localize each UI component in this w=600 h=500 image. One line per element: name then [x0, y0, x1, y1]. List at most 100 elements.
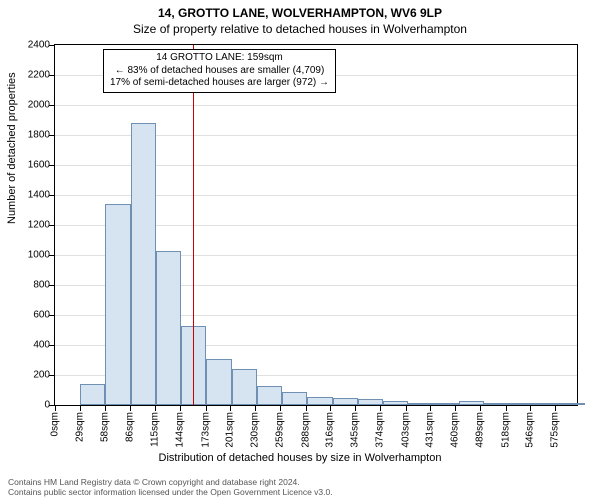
histogram-bar	[282, 392, 307, 405]
x-tick-label: 173sqm	[200, 412, 211, 448]
y-tick-mark	[49, 165, 54, 166]
x-tick-mark	[530, 406, 531, 411]
x-tick-label: 460sqm	[450, 412, 461, 448]
histogram-bar	[560, 403, 585, 405]
plot-area: 14 GROTTO LANE: 159sqm ← 83% of detached…	[54, 44, 578, 406]
y-tick-label: 800	[10, 280, 50, 291]
x-tick-mark	[180, 406, 181, 411]
x-tick-mark	[330, 406, 331, 411]
x-tick-label: 58sqm	[100, 412, 111, 442]
chart-title-subtitle: Size of property relative to detached ho…	[0, 20, 600, 36]
x-tick-label: 518sqm	[500, 412, 511, 448]
y-tick-mark	[49, 405, 54, 406]
y-tick-mark	[49, 75, 54, 76]
x-tick-label: 546sqm	[525, 412, 536, 448]
x-tick-mark	[480, 406, 481, 411]
gridline	[55, 105, 577, 106]
y-tick-mark	[49, 105, 54, 106]
x-tick-label: 489sqm	[475, 412, 486, 448]
y-tick-label: 2200	[10, 70, 50, 81]
histogram-bar	[80, 384, 105, 405]
x-tick-mark	[380, 406, 381, 411]
x-tick-mark	[130, 406, 131, 411]
x-tick-label: 575sqm	[550, 412, 561, 448]
histogram-bar	[105, 204, 130, 405]
y-tick-label: 200	[10, 370, 50, 381]
annotation-line1: 14 GROTTO LANE: 159sqm	[110, 52, 329, 65]
x-tick-label: 316sqm	[324, 412, 335, 448]
footer-line2: Contains public sector information licen…	[8, 488, 592, 498]
y-tick-label: 0	[10, 400, 50, 411]
x-tick-label: 288sqm	[300, 412, 311, 448]
x-axis-label: Distribution of detached houses by size …	[0, 452, 600, 464]
x-tick-label: 144sqm	[175, 412, 186, 448]
x-tick-label: 403sqm	[400, 412, 411, 448]
x-tick-label: 374sqm	[375, 412, 386, 448]
x-tick-mark	[80, 406, 81, 411]
x-tick-mark	[206, 406, 207, 411]
y-tick-label: 1000	[10, 250, 50, 261]
footer-attribution: Contains HM Land Registry data © Crown c…	[8, 478, 592, 498]
x-tick-label: 259sqm	[275, 412, 286, 448]
y-tick-label: 1400	[10, 190, 50, 201]
y-tick-mark	[49, 225, 54, 226]
y-tick-label: 400	[10, 340, 50, 351]
histogram-bar	[358, 399, 383, 405]
y-tick-label: 2000	[10, 100, 50, 111]
x-tick-mark	[280, 406, 281, 411]
y-tick-label: 1200	[10, 220, 50, 231]
x-tick-mark	[105, 406, 106, 411]
annotation-line3: 17% of semi-detached houses are larger (…	[110, 77, 329, 90]
histogram-bar	[383, 401, 408, 406]
x-tick-mark	[406, 406, 407, 411]
histogram-bar	[257, 386, 282, 406]
x-tick-label: 345sqm	[350, 412, 361, 448]
y-tick-mark	[49, 375, 54, 376]
x-tick-label: 86sqm	[124, 412, 135, 442]
chart-title-address: 14, GROTTO LANE, WOLVERHAMPTON, WV6 9LP	[0, 0, 600, 20]
histogram-bar	[156, 251, 181, 406]
annotation-box: 14 GROTTO LANE: 159sqm ← 83% of detached…	[103, 49, 336, 93]
histogram-bar	[433, 403, 458, 405]
x-tick-label: 29sqm	[75, 412, 86, 442]
y-tick-mark	[49, 285, 54, 286]
y-tick-mark	[49, 45, 54, 46]
x-tick-mark	[255, 406, 256, 411]
y-tick-mark	[49, 345, 54, 346]
x-tick-mark	[306, 406, 307, 411]
x-tick-mark	[555, 406, 556, 411]
x-tick-label: 0sqm	[50, 412, 61, 436]
x-tick-label: 230sqm	[250, 412, 261, 448]
histogram-bar	[206, 359, 231, 406]
histogram-bar	[307, 397, 332, 405]
histogram-bar	[408, 403, 433, 405]
y-tick-mark	[49, 135, 54, 136]
x-tick-label: 201sqm	[224, 412, 235, 448]
histogram-bar	[484, 403, 509, 405]
y-tick-mark	[49, 255, 54, 256]
x-tick-mark	[430, 406, 431, 411]
histogram-bar	[232, 369, 257, 405]
y-tick-label: 600	[10, 310, 50, 321]
x-tick-mark	[355, 406, 356, 411]
x-tick-mark	[55, 406, 56, 411]
y-tick-label: 2400	[10, 40, 50, 51]
y-tick-label: 1600	[10, 160, 50, 171]
reference-line	[193, 45, 194, 405]
x-tick-mark	[506, 406, 507, 411]
histogram-bar	[459, 401, 484, 406]
x-tick-mark	[155, 406, 156, 411]
x-tick-label: 431sqm	[424, 412, 435, 448]
y-axis-label: Number of detached properties	[6, 72, 18, 224]
x-tick-mark	[230, 406, 231, 411]
histogram-bar	[534, 403, 559, 405]
histogram-bar	[509, 403, 534, 405]
x-tick-label: 115sqm	[150, 412, 161, 447]
x-tick-mark	[455, 406, 456, 411]
y-tick-mark	[49, 195, 54, 196]
annotation-line2: ← 83% of detached houses are smaller (4,…	[110, 65, 329, 78]
y-tick-label: 1800	[10, 130, 50, 141]
y-tick-mark	[49, 315, 54, 316]
histogram-bar	[131, 123, 156, 405]
histogram-bar	[333, 398, 358, 406]
